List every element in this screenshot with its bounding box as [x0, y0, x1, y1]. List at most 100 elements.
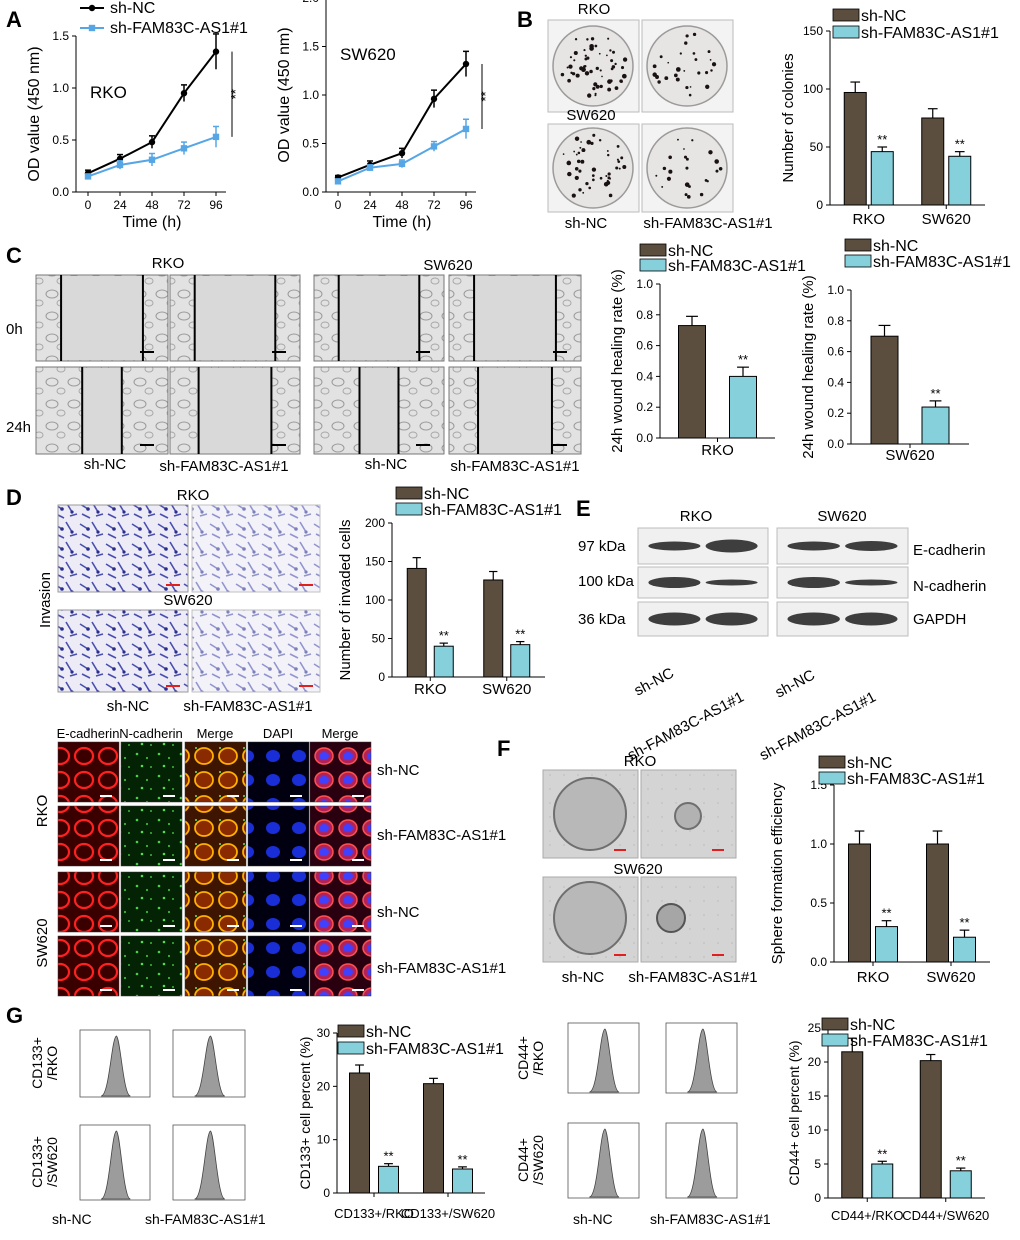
x-axis-label: Time (h): [123, 214, 182, 231]
y-tick-label: 50: [372, 632, 386, 646]
data-point: [212, 48, 220, 55]
colony: [714, 159, 719, 164]
x-tick-label: 24: [113, 198, 127, 212]
y-tick-label: 2.0: [302, 0, 319, 5]
y-tick-label: 1.0: [302, 88, 319, 102]
bar: [510, 644, 531, 678]
y-tick-label: 0.5: [52, 133, 69, 147]
invasion-side-label: Invasion: [37, 572, 54, 628]
y-tick-label: 10: [808, 1123, 822, 1137]
blot-title-rko: RKO: [680, 508, 713, 525]
bar: [870, 151, 894, 206]
sphere: [656, 903, 686, 933]
flow-row-label-line: CD44+: [515, 1036, 531, 1080]
colony: [581, 148, 586, 153]
colony: [667, 61, 670, 64]
y-tick-label: 0.0: [52, 185, 69, 199]
colony: [675, 77, 680, 82]
chart-title: SW620: [340, 45, 396, 64]
legend-marker: [88, 24, 96, 32]
colony: [566, 66, 569, 69]
y-axis-label: Number of invaded cells: [337, 520, 354, 681]
colony: [580, 159, 585, 164]
colony: [684, 41, 688, 45]
flow-row-label-line: /SW620: [44, 1137, 60, 1187]
flow-row-label: CD133+/RKO: [29, 1037, 60, 1089]
wound-caption-4: sh-FAM83C-AS1#1: [450, 458, 579, 475]
colony: [688, 93, 692, 97]
legend-swatch: [395, 486, 423, 500]
blot-band: [845, 579, 898, 586]
colony: [575, 153, 578, 156]
y-tick-label: 0.2: [636, 400, 653, 414]
colony: [580, 141, 582, 143]
colony: [594, 44, 598, 48]
y-tick-label: 0.4: [827, 375, 844, 389]
row-label-24h: 24h: [6, 419, 31, 436]
colony: [685, 157, 689, 161]
y-tick-label: 15: [808, 1089, 822, 1103]
blot-band: [648, 541, 701, 551]
significance-label: **: [956, 1153, 966, 1168]
legend-swatch: [821, 1017, 849, 1031]
flow-caption-nc: sh-NC: [52, 1211, 92, 1227]
colony: [567, 78, 571, 83]
wound-caption-2: sh-FAM83C-AS1#1: [159, 458, 288, 475]
significance-label: **: [877, 132, 887, 147]
colony: [691, 139, 694, 142]
colony: [677, 138, 679, 141]
if-image: [309, 741, 372, 803]
chart-c-rko: 0.0 0.2 0.4 0.6 0.8 1.0 24h wound healing rate…: [609, 243, 806, 459]
panel-label-a: A: [6, 7, 22, 32]
bar: [919, 1060, 942, 1199]
if-image: [309, 935, 372, 997]
colony: [560, 72, 565, 77]
data-point: [116, 161, 124, 169]
colony: [685, 34, 689, 38]
colony: [611, 65, 616, 69]
blot-band: [648, 612, 701, 626]
panel-label-d: D: [6, 485, 22, 510]
colony: [583, 65, 586, 69]
if-image: [120, 935, 183, 997]
category-label: RKO: [852, 211, 885, 228]
x-tick-label: 0: [85, 198, 92, 212]
wound-gap: [474, 276, 556, 360]
legend-label: sh-FAM83C-AS1#1: [110, 20, 248, 37]
legend-label: sh-FAM83C-AS1#1: [873, 254, 1011, 271]
colony: [598, 52, 601, 55]
colony: [620, 156, 624, 160]
y-axis-label: 24h wound healing rate (%): [800, 275, 817, 458]
colony: [621, 66, 625, 70]
y-tick-label: 0.8: [827, 314, 844, 328]
colony: [718, 166, 723, 171]
colony: [607, 153, 610, 157]
if-column-label: Merge: [322, 726, 359, 741]
bar: [921, 406, 950, 445]
y-tick-label: 150: [803, 24, 823, 38]
blot-band: [845, 541, 898, 551]
data-point: [398, 150, 406, 157]
if-image: [309, 805, 372, 867]
if-column-label: E-cadherin: [57, 726, 120, 741]
colony: [683, 148, 685, 150]
colony: [592, 133, 596, 137]
colony: [576, 159, 581, 164]
colony: [692, 32, 697, 37]
y-tick-label: 0.0: [810, 955, 827, 969]
data-point: [148, 138, 156, 146]
if-side-label-sw620: SW620: [34, 918, 51, 967]
x-tick-label: 0: [335, 198, 342, 212]
significance-label: **: [515, 627, 525, 642]
legend-label: sh-FAM83C-AS1#1: [668, 258, 806, 275]
legend-swatch: [844, 254, 872, 268]
colony: [675, 67, 681, 72]
y-axis-label: 24h wound healing rate (%): [609, 269, 626, 452]
wound-title-sw620: SW620: [423, 257, 472, 274]
histogram-peak: [686, 1128, 718, 1198]
bar: [678, 325, 706, 439]
significance-label: **: [439, 628, 449, 643]
legend-label: sh-NC: [366, 1024, 411, 1041]
category-label: CD133+/RKO: [334, 1206, 414, 1221]
legend-label: sh-FAM83C-AS1#1: [424, 502, 562, 519]
